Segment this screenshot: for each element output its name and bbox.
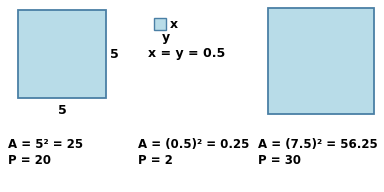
Bar [154, 18, 166, 30]
Text: A = (0.5)² = 0.25: A = (0.5)² = 0.25 [138, 138, 249, 151]
Text: P = 20: P = 20 [8, 154, 51, 167]
Text: x = y = 0.5: x = y = 0.5 [148, 47, 225, 60]
Text: 5: 5 [110, 47, 119, 60]
Text: P = 30: P = 30 [258, 154, 301, 167]
Bar [268, 8, 374, 114]
Text: A = 5² = 25: A = 5² = 25 [8, 138, 83, 151]
Text: 5: 5 [58, 104, 66, 117]
Text: A = (7.5)² = 56.25: A = (7.5)² = 56.25 [258, 138, 378, 151]
Text: x: x [170, 17, 178, 31]
Text: y: y [162, 31, 170, 45]
Text: P = 2: P = 2 [138, 154, 173, 167]
Bar [18, 10, 106, 98]
